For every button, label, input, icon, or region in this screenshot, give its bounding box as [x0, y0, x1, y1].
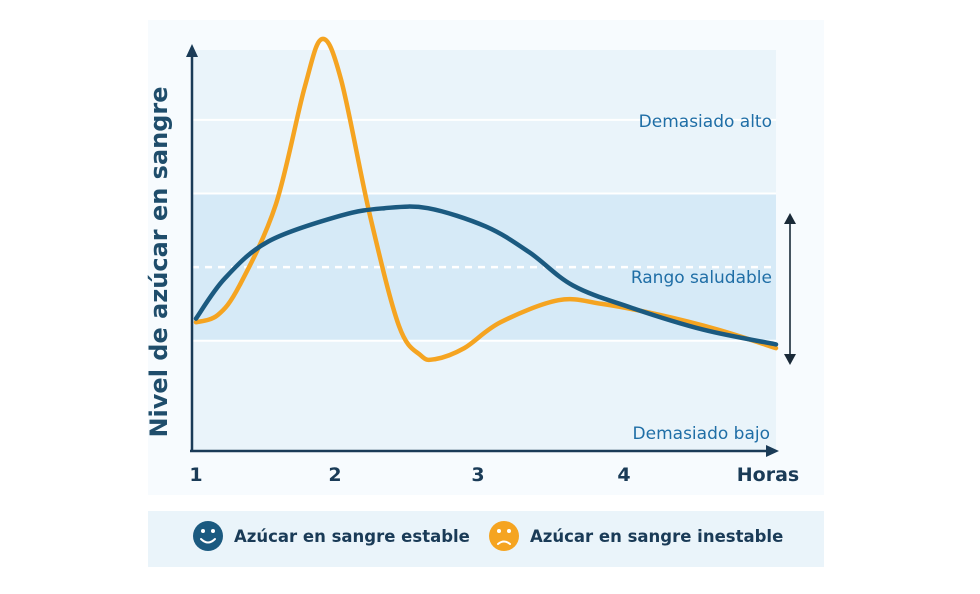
grid-lines: [192, 118, 776, 342]
legend: [148, 511, 824, 567]
zone-label-low: Demasiado bajo: [633, 424, 770, 444]
legend-label-unstable: Azúcar en sangre inestable: [530, 527, 783, 546]
zone-label-healthy: Rango saludable: [631, 268, 772, 288]
x-tick-label-4: 4: [617, 464, 630, 486]
x-tick-label-2: 2: [328, 464, 341, 486]
zone-label-high: Demasiado alto: [639, 112, 772, 132]
series-line-stable: [193, 204, 779, 347]
x-tick-label-1: 1: [189, 464, 202, 486]
x-axis-label: Horas: [737, 464, 799, 486]
legend-label-stable: Azúcar en sangre estable: [234, 527, 470, 546]
y-axis-label: Nivel de azúcar en sangre: [145, 86, 173, 437]
series-line-unstable: [193, 36, 779, 363]
frown-face-icon: [489, 521, 519, 551]
healthy-range-arrow: [784, 213, 796, 365]
y-axis: [186, 44, 198, 452]
x-axis: [190, 445, 779, 457]
x-tick-label-3: 3: [471, 464, 484, 486]
smiley-face-icon: [193, 521, 223, 551]
